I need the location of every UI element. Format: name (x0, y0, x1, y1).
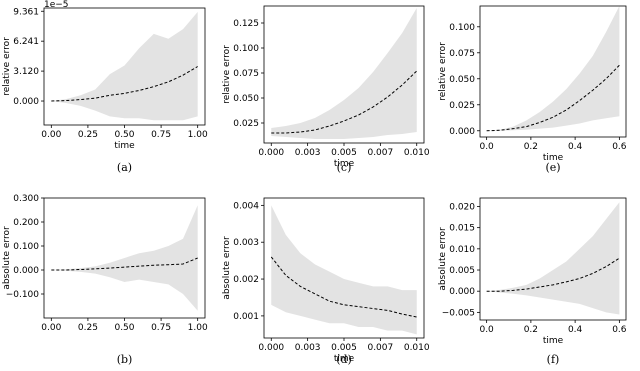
y-tick-label: 0.000 (13, 97, 39, 107)
x-tick-label: 0.50 (114, 130, 134, 140)
x-tick-label: 0.2 (524, 142, 538, 152)
y-tick-label: 0.100 (449, 23, 475, 33)
x-tick-label: 0.010 (404, 148, 430, 158)
y-tick-label: 0.005 (449, 266, 475, 276)
caption: (b) (117, 353, 133, 366)
x-tick-label: 0.00 (41, 323, 61, 333)
mean-line (270, 256, 417, 318)
y-axis-label: absolute error (2, 226, 12, 290)
y-tick-label: 0.020 (449, 202, 475, 212)
y-tick-label: 0.100 (233, 44, 259, 54)
y-tick-label: 0.000 (13, 266, 39, 276)
offset-text: 1e−5 (44, 0, 69, 10)
y-tick-label: 0.075 (449, 49, 475, 59)
x-tick-label: 0.75 (151, 130, 171, 140)
x-tick-label: 0.25 (78, 323, 98, 333)
x-axis-label: time (334, 354, 355, 364)
y-tick-label: −0.005 (442, 308, 475, 318)
y-tick-label: 0.001 (233, 312, 259, 322)
y-tick-label: 0.002 (233, 275, 259, 285)
y-tick-label: 0.015 (449, 224, 475, 234)
x-tick-label: 0.0 (479, 142, 494, 152)
y-tick-label: 6.241 (13, 37, 39, 47)
x-axis-label: time (114, 141, 135, 151)
y-tick-label: 0.010 (449, 245, 475, 255)
x-tick-label: 0.50 (114, 323, 134, 333)
y-axis-label: relative error (222, 45, 232, 104)
y-tick-label: 0.003 (233, 238, 259, 248)
caption: (f) (547, 353, 560, 366)
x-tick-label: 0.005 (331, 148, 357, 158)
x-tick-label: 0.2 (524, 325, 538, 335)
x-tick-label: 1.00 (188, 323, 208, 333)
x-tick-label: 0.25 (78, 130, 98, 140)
axes-frame (479, 5, 627, 138)
caption: (d) (336, 353, 352, 366)
y-tick-label: −0.100 (6, 290, 40, 300)
x-tick-label: 0.005 (331, 343, 357, 353)
mean-line (51, 257, 198, 271)
x-tick-label: 0.007 (367, 148, 393, 158)
error-band (51, 11, 198, 121)
x-tick-label: 1.00 (188, 130, 208, 140)
x-tick-label: 0.000 (258, 343, 284, 353)
x-tick-label: 0.010 (404, 343, 430, 353)
y-tick-label: 0.025 (449, 101, 475, 111)
y-tick-label: 0.200 (13, 218, 39, 228)
y-tick-label: 0.050 (449, 75, 475, 85)
x-tick-label: 0.4 (568, 325, 583, 335)
x-tick-label: 0.000 (258, 148, 284, 158)
x-tick-label: 0.6 (612, 142, 627, 152)
x-tick-label: 0.4 (568, 142, 583, 152)
y-tick-label: 0.025 (233, 119, 259, 129)
x-axis-label: time (334, 159, 355, 169)
x-axis-label: time (543, 336, 564, 346)
y-tick-label: 0.100 (13, 242, 39, 252)
caption: (a) (117, 161, 132, 174)
x-tick-label: 0.0 (479, 325, 494, 335)
x-axis-label: time (543, 153, 564, 163)
x-tick-label: 0.00 (41, 130, 61, 140)
y-tick-label: 0.000 (449, 127, 475, 137)
x-tick-label: 0.75 (151, 323, 171, 333)
mean-line (486, 257, 620, 292)
y-tick-label: 0.300 (13, 194, 39, 204)
y-axis-label: absolute error (438, 227, 448, 291)
y-tick-label: 9.361 (13, 7, 39, 17)
y-axis-label: relative error (2, 37, 12, 96)
x-tick-label: 0.003 (295, 343, 321, 353)
error-band (51, 205, 198, 311)
y-axis-label: absolute error (222, 236, 232, 300)
caption: (e) (545, 161, 560, 174)
mean-line (271, 70, 418, 134)
error-band (271, 205, 417, 335)
error-band (486, 202, 620, 315)
x-tick-label: 0.007 (367, 343, 393, 353)
y-tick-label: 0.125 (233, 19, 259, 29)
caption: (c) (337, 161, 352, 174)
y-tick-label: 0.050 (233, 94, 259, 104)
y-tick-label: 3.120 (13, 67, 39, 77)
y-axis-label: relative error (438, 42, 448, 101)
y-tick-label: 0.075 (233, 69, 259, 79)
y-tick-label: 0.000 (449, 287, 475, 297)
mean-line (486, 64, 620, 132)
x-tick-label: 0.003 (295, 148, 321, 158)
error-band (486, 6, 620, 131)
axes-frame (479, 197, 627, 321)
y-tick-label: 0.004 (233, 201, 259, 211)
x-tick-label: 0.6 (612, 325, 627, 335)
error-band (271, 8, 417, 139)
